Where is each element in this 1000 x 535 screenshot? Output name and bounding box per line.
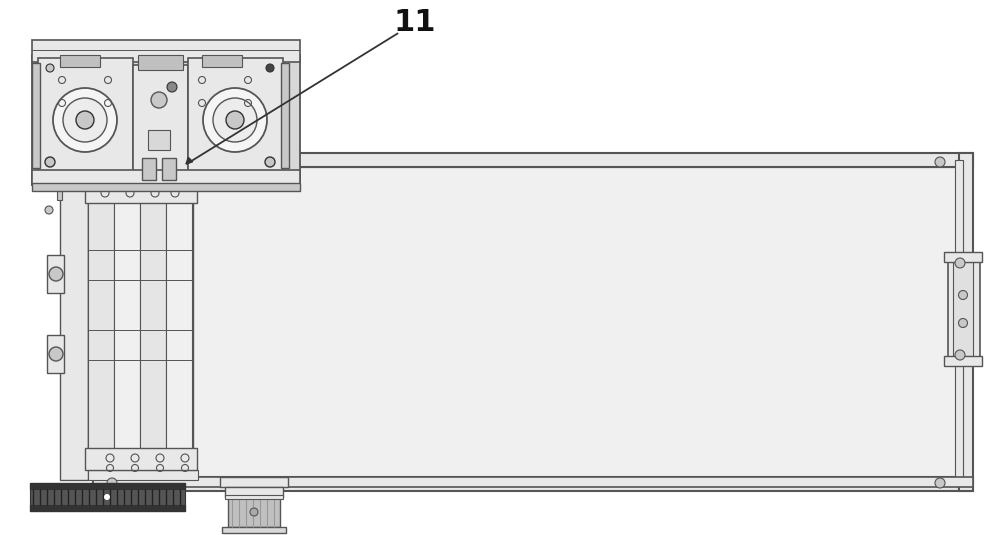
Circle shape (955, 350, 965, 360)
Circle shape (45, 157, 55, 167)
Bar (47, 335, 64, 373)
Circle shape (107, 157, 117, 167)
Circle shape (167, 82, 177, 92)
Bar (60, 165, 88, 480)
Bar (220, 477, 288, 487)
Bar (32, 40, 300, 62)
Bar (142, 158, 156, 180)
Bar (114, 190, 140, 450)
Bar (32, 183, 300, 191)
Circle shape (49, 267, 63, 281)
Circle shape (107, 478, 117, 488)
Bar (32, 63, 40, 168)
Bar (93, 477, 973, 487)
Circle shape (63, 98, 107, 142)
Bar (140, 190, 166, 450)
Bar (30, 505, 185, 511)
Bar (85, 448, 197, 470)
Circle shape (46, 64, 54, 72)
Bar (47, 255, 64, 293)
Bar (32, 55, 300, 185)
Circle shape (49, 347, 63, 361)
Circle shape (265, 157, 275, 167)
Bar (93, 153, 107, 491)
Bar (30, 489, 185, 505)
Bar (93, 477, 973, 491)
Circle shape (226, 111, 244, 129)
Bar (148, 130, 170, 150)
Bar (85, 183, 197, 203)
Bar (162, 158, 176, 180)
Bar (953, 262, 973, 356)
Bar (88, 190, 114, 450)
Bar (944, 356, 982, 366)
Bar (30, 483, 185, 489)
Circle shape (76, 111, 94, 129)
Bar (955, 160, 963, 482)
Bar (88, 190, 193, 450)
Circle shape (958, 318, 967, 327)
Bar (188, 58, 283, 173)
Bar (281, 63, 289, 168)
Circle shape (151, 92, 167, 108)
Circle shape (203, 88, 267, 152)
Circle shape (53, 88, 117, 152)
Bar (228, 497, 280, 527)
Bar (88, 470, 198, 480)
Circle shape (266, 64, 274, 72)
Bar (107, 167, 959, 477)
Bar (138, 55, 183, 70)
Bar (944, 252, 982, 262)
Circle shape (935, 478, 945, 488)
Circle shape (213, 98, 257, 142)
Bar (222, 527, 286, 533)
Bar (93, 153, 973, 167)
Bar (202, 55, 242, 67)
Bar (32, 170, 300, 185)
Circle shape (955, 258, 965, 268)
Bar (60, 55, 100, 67)
Circle shape (958, 291, 967, 300)
Bar (225, 495, 283, 499)
Bar (225, 487, 283, 497)
Circle shape (104, 494, 110, 500)
Circle shape (45, 206, 53, 214)
Bar (959, 153, 973, 491)
Bar (948, 255, 980, 363)
Bar (38, 58, 133, 173)
Circle shape (250, 508, 258, 516)
Bar (166, 190, 192, 450)
Text: 11: 11 (394, 7, 436, 36)
Bar (57, 165, 62, 200)
Bar (133, 65, 188, 173)
Circle shape (935, 157, 945, 167)
